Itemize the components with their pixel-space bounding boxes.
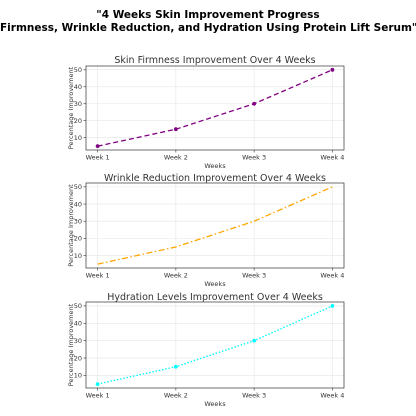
figure-title-line-1: "4 Weeks Skin Improvement Progress [96, 9, 320, 21]
plot-frame [85, 182, 345, 269]
y-axis-label: Percentage Improvement [67, 66, 75, 149]
y-tick-label: 20 [74, 354, 82, 362]
y-tick-label: 50 [74, 302, 82, 310]
y-axis-label: Percentage Improvement [67, 303, 75, 386]
chart-title: Wrinkle Reduction Improvement Over 4 Wee… [104, 173, 326, 184]
y-tick-label: 20 [74, 235, 82, 243]
x-axis-label: Weeks [204, 400, 226, 408]
chart-panel-3: Hydration Levels Improvement Over 4 Week… [67, 292, 344, 408]
x-tick-label: Week 1 [86, 272, 110, 280]
plot-frame [85, 65, 345, 151]
x-tick-label: Week 4 [320, 154, 344, 162]
y-tick-label: 30 [74, 100, 82, 108]
y-tick-label: 10 [74, 134, 82, 142]
figure-title: "4 Weeks Skin Improvement Progress Firmn… [0, 9, 416, 35]
data-point [330, 304, 335, 308]
y-tick-label: 50 [74, 66, 82, 74]
y-tick-label: 30 [74, 218, 82, 226]
data-point [173, 364, 178, 369]
data-point [95, 144, 100, 149]
y-tick-label: 40 [74, 83, 82, 91]
chart-panel-1: Skin Firmness Improvement Over 4 Weeks 10… [67, 55, 344, 170]
data-point [330, 67, 335, 72]
data-point [252, 338, 257, 343]
series-line [97, 186, 333, 265]
chart-title: Skin Firmness Improvement Over 4 Weeks [114, 55, 315, 66]
y-tick-label: 50 [74, 183, 82, 191]
x-tick-label: Week 3 [242, 154, 266, 162]
x-tick-label: Week 3 [242, 272, 266, 280]
x-axis-label: Weeks [204, 162, 226, 170]
y-tick-label: 30 [74, 337, 82, 345]
x-tick-label: Week 4 [320, 392, 344, 400]
x-tick-label: Week 4 [320, 272, 344, 280]
data-point [95, 382, 100, 386]
x-tick-label: Week 2 [164, 154, 188, 162]
x-tick-label: Week 1 [86, 154, 110, 162]
plot-frame [85, 301, 345, 389]
y-axis-label: Percentage Improvement [67, 184, 75, 267]
x-tick-label: Week 1 [86, 392, 110, 400]
series-line [97, 69, 333, 147]
data-point [173, 127, 178, 132]
data-point [252, 101, 257, 106]
y-tick-label: 10 [74, 372, 82, 380]
x-tick-label: Week 3 [242, 392, 266, 400]
y-tick-label: 40 [74, 320, 82, 328]
x-tick-label: Week 2 [164, 272, 188, 280]
figure-title-line-2: Firmness, Wrinkle Reduction, and Hydrati… [0, 22, 416, 34]
chart-panel-2: Wrinkle Reduction Improvement Over 4 Wee… [67, 173, 344, 288]
y-tick-label: 20 [74, 117, 82, 125]
x-axis-label: Weeks [204, 280, 226, 288]
y-tick-label: 40 [74, 200, 82, 208]
y-tick-label: 10 [74, 252, 82, 260]
chart-title: Hydration Levels Improvement Over 4 Week… [107, 292, 323, 303]
series-line [97, 305, 333, 385]
x-tick-label: Week 2 [164, 392, 188, 400]
